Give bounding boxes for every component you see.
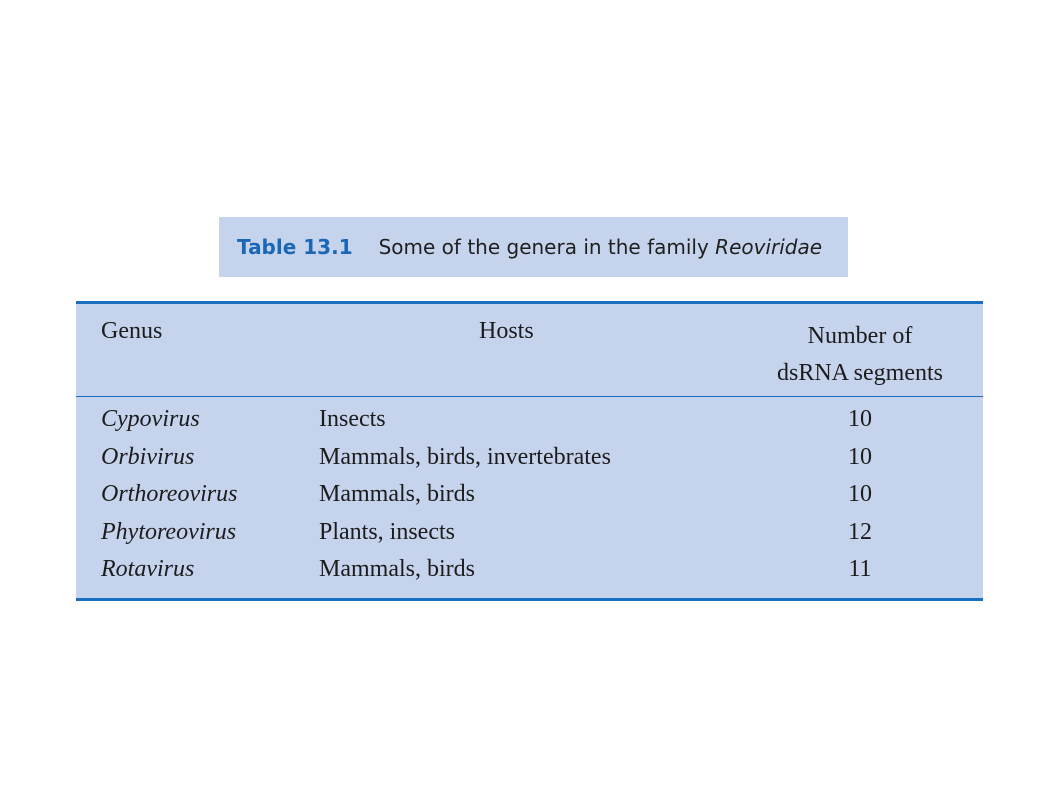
genus-cell: Rotavirus <box>101 556 195 582</box>
table-body: Cypovirus Insects 10 Orbivirus Mammals, … <box>76 406 983 594</box>
hosts-cell: Mammals, birds, invertebrates <box>319 443 611 470</box>
caption-family-name: Reoviridae <box>715 235 823 259</box>
segments-cell: 10 <box>848 481 872 507</box>
header-divider <box>76 396 983 397</box>
hosts-cell: Mammals, birds <box>319 481 475 507</box>
genus-cell: Phytoreovirus <box>101 518 237 545</box>
table-row: Rotavirus Mammals, birds 11 <box>76 556 983 594</box>
segments-cell: 11 <box>848 556 872 582</box>
table-row: Phytoreovirus Plants, insects 12 <box>76 519 983 557</box>
header-segments: Number of dsRNA segments <box>754 318 966 392</box>
segments-cell: 10 <box>848 406 872 432</box>
genus-cell: Cypovirus <box>101 406 200 432</box>
segments-cell: 12 <box>848 518 872 545</box>
genera-table: Genus Hosts Number of dsRNA segments Cyp… <box>76 301 983 601</box>
genus-cell: Orthoreovirus <box>101 481 238 507</box>
header-hosts: Hosts <box>479 318 534 344</box>
table-caption: Table 13.1 Some of the genera in the fam… <box>219 217 848 277</box>
header-segments-line1: Number of <box>807 323 913 349</box>
table-row: Cypovirus Insects 10 <box>76 406 983 444</box>
hosts-cell: Insects <box>319 406 386 432</box>
table-row: Orthoreovirus Mammals, birds 10 <box>76 481 983 519</box>
hosts-cell: Plants, insects <box>319 518 455 545</box>
table-row: Orbivirus Mammals, birds, invertebrates … <box>76 444 983 482</box>
header-genus: Genus <box>101 318 163 344</box>
genus-cell: Orbivirus <box>101 443 195 470</box>
table-number: Table 13.1 <box>237 235 353 259</box>
header-segments-line2: dsRNA segments <box>776 360 943 386</box>
segments-cell: 10 <box>848 443 872 470</box>
caption-text: Some of the genera in the family <box>378 235 716 259</box>
hosts-cell: Mammals, birds <box>319 556 475 582</box>
